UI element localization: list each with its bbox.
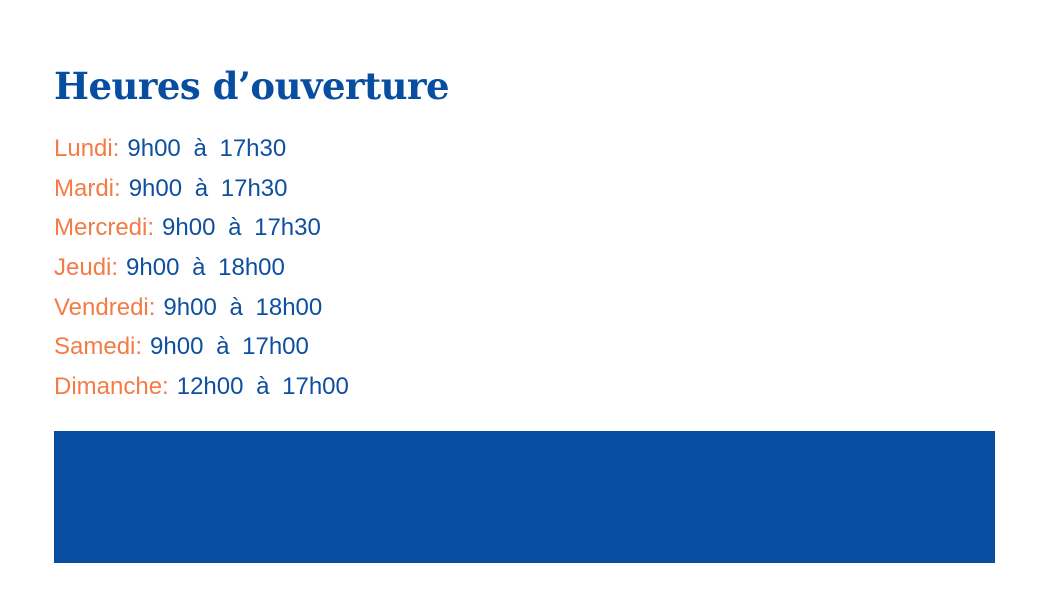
time-range: 9h00 à 17h30 [162, 214, 321, 242]
hours-row: Jeudi: 9h00 à 18h00 [54, 252, 349, 292]
day-label: Mercredi: [54, 214, 155, 242]
hours-row: Samedi: 9h00 à 17h00 [54, 331, 349, 371]
day-label: Samedi: [54, 333, 143, 361]
hours-row: Vendredi: 9h00 à 18h00 [54, 292, 349, 332]
day-label: Jeudi: [54, 254, 119, 282]
blue-banner [54, 431, 995, 563]
hours-row: Lundi: 9h00 à 17h30 [54, 133, 349, 173]
time-range: 9h00 à 17h00 [150, 333, 309, 361]
day-label: Vendredi: [54, 293, 156, 321]
hours-row: Mardi: 9h00 à 17h30 [54, 173, 349, 213]
page-title: Heures d’ouverture [54, 64, 450, 108]
hours-row: Dimanche: 12h00 à 17h00 [54, 371, 349, 411]
opening-hours-list: Lundi: 9h00 à 17h30 Mardi: 9h00 à 17h30 Merc… [54, 133, 349, 411]
time-range: 9h00 à 18h00 [163, 293, 323, 321]
time-range: 9h00 à 17h30 [127, 135, 287, 162]
day-label: Lundi: [54, 135, 120, 162]
time-range: 9h00 à 18h00 [126, 254, 285, 282]
day-label: Dimanche: [54, 373, 169, 401]
day-label: Mardi: [54, 174, 121, 202]
time-range: 9h00 à 17h30 [128, 174, 288, 202]
time-range: 12h00 à 17h00 [176, 373, 349, 401]
hours-row: Mercredi: 9h00 à 17h30 [54, 212, 349, 252]
